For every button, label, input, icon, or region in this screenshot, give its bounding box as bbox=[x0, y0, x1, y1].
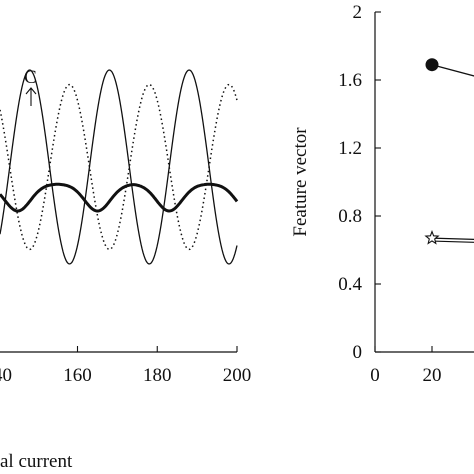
annotation-arrow-head bbox=[25, 87, 37, 95]
right-series-star-line bbox=[431, 237, 474, 241]
annotation-c-label: C bbox=[24, 67, 37, 88]
right-y-tick-label: 1.6 bbox=[338, 70, 362, 91]
left-x-ticks: 140 160 180 200 bbox=[0, 346, 251, 386]
left-series-solid-line bbox=[0, 69, 238, 265]
right-y-axis-label: Feature vector bbox=[290, 127, 311, 237]
right-y-tick-label: 0.8 bbox=[338, 206, 362, 227]
right-series-circle-line bbox=[431, 64, 474, 77]
left-series-group bbox=[0, 69, 239, 265]
right-series-group bbox=[424, 58, 474, 245]
left-x-tick-label: 200 bbox=[223, 365, 252, 386]
left-x-tick-label: 160 bbox=[63, 365, 92, 386]
right-circle-marker bbox=[425, 58, 439, 72]
right-x-ticks: 0 20 bbox=[370, 346, 442, 386]
left-x-tick-label: 140 bbox=[0, 365, 12, 386]
left-x-tick-label: 180 bbox=[143, 365, 172, 386]
right-y-tick-label: 0 bbox=[353, 342, 363, 363]
right-y-tick-label: 2 bbox=[353, 2, 363, 23]
right-y-ticks: 0 0.4 0.8 1.2 1.6 2 bbox=[338, 2, 381, 363]
right-y-tick-label: 1.2 bbox=[338, 138, 362, 159]
left-x-axis-label: al current bbox=[0, 451, 73, 472]
right-x-tick-label: 20 bbox=[423, 365, 442, 386]
right-y-tick-label: 0.4 bbox=[338, 274, 362, 295]
left-panel: 140 160 180 200 C al current bbox=[0, 67, 251, 472]
right-series-star-line-secondary bbox=[431, 240, 474, 243]
right-star-marker bbox=[424, 230, 440, 245]
right-panel: 0 0.4 0.8 1.2 1.6 2 0 20 Feature vector bbox=[290, 2, 474, 386]
annotation-c: C bbox=[24, 67, 37, 106]
left-series-bold-line bbox=[0, 182, 239, 213]
right-x-tick-label: 0 bbox=[370, 365, 380, 386]
